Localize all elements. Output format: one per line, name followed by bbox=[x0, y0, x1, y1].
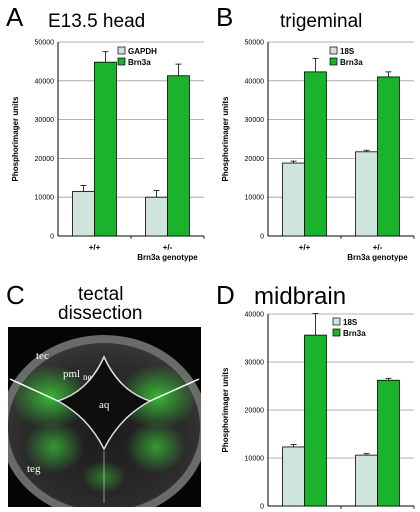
y-tick-label-a: 20000 bbox=[35, 156, 55, 163]
legend-label-a-gapdh: GAPDH bbox=[128, 47, 157, 56]
label-aq: aq bbox=[99, 399, 110, 411]
legend-swatch-d-brn3a bbox=[332, 328, 341, 337]
legend-swatch-d-18s bbox=[332, 317, 341, 326]
y-tick-label-d: 10000 bbox=[245, 456, 265, 463]
legend-swatch-b-brn3a bbox=[329, 57, 338, 66]
y-tick-label-b: 30000 bbox=[245, 117, 265, 124]
x-tick-label-a: +/- bbox=[163, 243, 173, 252]
bar-b-brn3a-0 bbox=[304, 71, 327, 237]
panel-letter-b: B bbox=[216, 2, 234, 32]
bar-d-18s-0 bbox=[282, 446, 305, 507]
legend-label-b-brn3a: Brn3a bbox=[340, 58, 363, 67]
x-tick-label-a: +/+ bbox=[89, 243, 101, 252]
y-tick-label-b: 0 bbox=[260, 234, 264, 241]
bar-a-brn3a-0 bbox=[94, 61, 117, 237]
legend-label-d-brn3a: Brn3a bbox=[343, 329, 366, 338]
bar-a-brn3a-1 bbox=[167, 75, 190, 237]
bar-a-gapdh-0 bbox=[72, 190, 95, 237]
y-tick-label-b: 10000 bbox=[245, 195, 265, 202]
bar-b-18s-1 bbox=[355, 151, 378, 237]
panel-letter-c: C bbox=[6, 280, 25, 310]
x-axis-label-a: Brn3a genotype bbox=[137, 253, 198, 262]
x-axis-label-b: Brn3a genotype bbox=[347, 253, 408, 262]
panel-title-a: E13.5 head bbox=[48, 11, 146, 32]
tectal-section-image bbox=[8, 327, 201, 507]
x-tick-label-b: +/+ bbox=[299, 243, 311, 252]
y-tick-label-a: 0 bbox=[50, 234, 54, 241]
legend-swatch-a-gapdh bbox=[117, 46, 126, 55]
y-tick-label-a: 10000 bbox=[35, 195, 55, 202]
legend-label-d-18s: 18S bbox=[343, 318, 358, 327]
y-tick-label-d: 40000 bbox=[245, 312, 265, 319]
bar-b-18s-0 bbox=[282, 162, 305, 237]
y-tick-label-b: 40000 bbox=[245, 78, 265, 85]
dissection-line-right bbox=[149, 378, 200, 402]
panel-letter-a: A bbox=[6, 2, 24, 32]
dissection-line-left bbox=[9, 378, 59, 402]
panel-title-c-line2: dissection bbox=[58, 303, 143, 324]
y-axis-label-d: Phosphorimager units bbox=[221, 367, 230, 452]
y-tick-label-a: 50000 bbox=[35, 40, 55, 47]
bar-b-brn3a-1 bbox=[377, 76, 400, 237]
legend-swatch-b-18s bbox=[329, 46, 338, 55]
y-tick-label-d: 20000 bbox=[245, 408, 265, 415]
label-teg: teg bbox=[27, 463, 41, 475]
y-tick-label-b: 20000 bbox=[245, 156, 265, 163]
aqueduct bbox=[56, 355, 152, 451]
legend-swatch-a-brn3a bbox=[117, 57, 126, 66]
green-signal-right-lower bbox=[126, 421, 186, 473]
panel-title-d: midbrain bbox=[254, 283, 347, 310]
y-tick-label-a: 30000 bbox=[35, 117, 55, 124]
panel-title-b: trigeminal bbox=[280, 11, 363, 32]
bar-d-brn3a-1 bbox=[377, 379, 400, 507]
legend-label-a-brn3a: Brn3a bbox=[128, 58, 151, 67]
x-tick-label-b: +/- bbox=[373, 243, 383, 252]
panel-title-c-line1: tectal bbox=[78, 284, 124, 305]
bar-d-18s-1 bbox=[355, 454, 378, 507]
green-signal-left-lower bbox=[24, 421, 84, 473]
y-axis-label-a: Phosphorimager units bbox=[11, 96, 20, 181]
panel-letter-d: D bbox=[216, 280, 235, 310]
bar-a-gapdh-1 bbox=[145, 196, 168, 237]
label-ne: ne bbox=[83, 372, 92, 382]
legend-label-b-18s: 18S bbox=[340, 47, 355, 56]
y-tick-label-b: 50000 bbox=[245, 40, 265, 47]
y-tick-label-d: 0 bbox=[260, 504, 264, 511]
bar-d-brn3a-0 bbox=[304, 334, 327, 507]
label-tec: tec bbox=[36, 350, 49, 362]
y-axis-label-b: Phosphorimager units bbox=[221, 96, 230, 181]
label-pml: pml bbox=[63, 368, 81, 380]
y-tick-label-d: 30000 bbox=[245, 360, 265, 367]
y-tick-label-a: 40000 bbox=[35, 78, 55, 85]
